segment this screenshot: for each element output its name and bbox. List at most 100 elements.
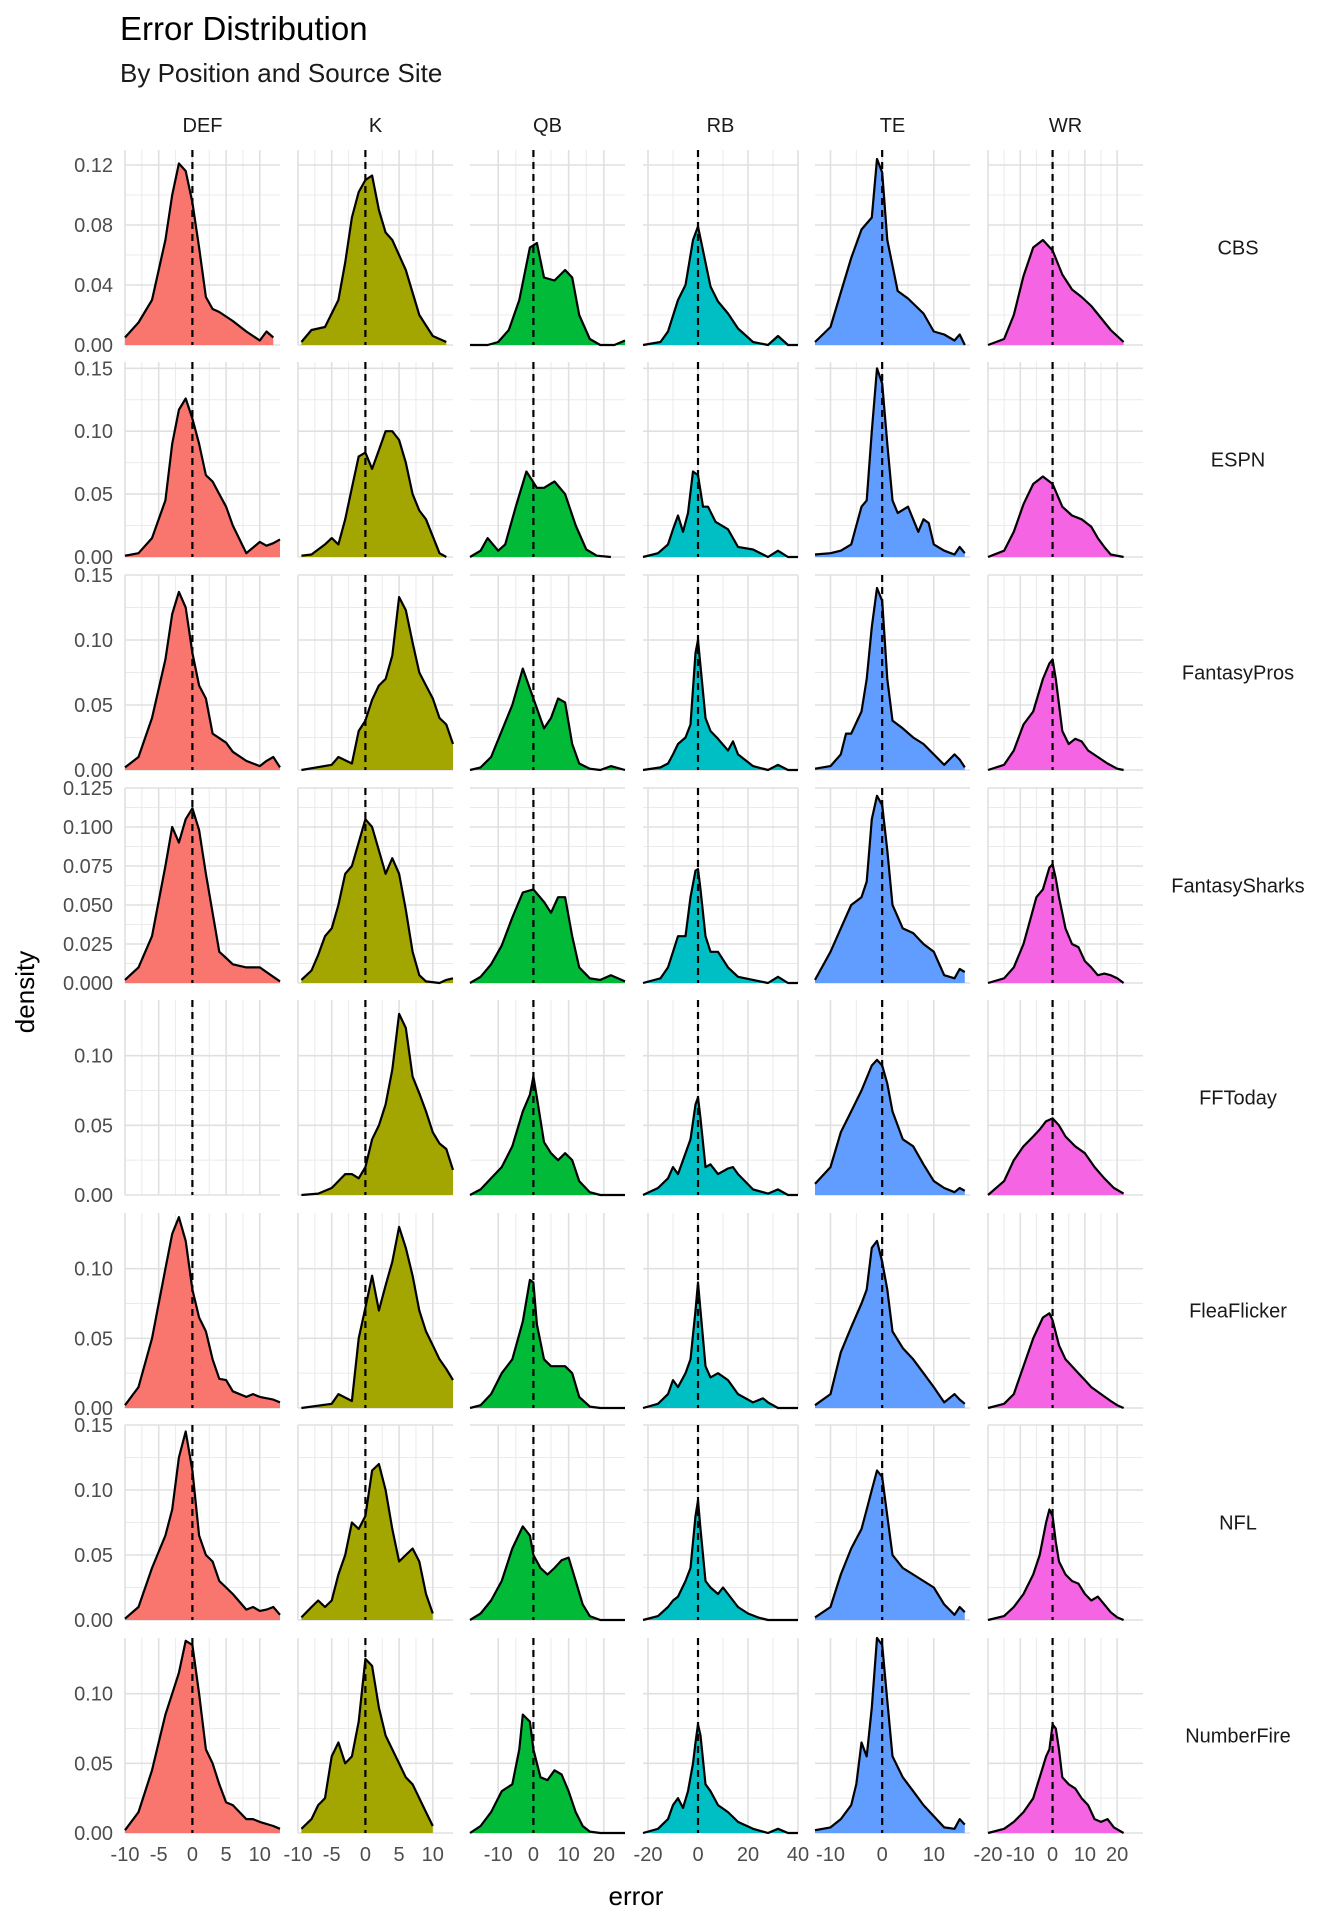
x-tick-label: 0 [692,1844,703,1866]
x-tick-label: 5 [394,1844,405,1866]
density-area-NFL-TE [815,1470,965,1620]
chart-title: Error Distribution [120,10,368,47]
y-tick-label: 0.00 [74,760,113,782]
x-tick-label: -10 [484,1844,513,1866]
density-area-FantasyPros-K [301,597,453,770]
x-tick-label: 20 [1106,1844,1128,1866]
density-line-CBS-DEF [124,162,275,342]
y-tick-label: 0.15 [74,358,113,380]
density-line-FantasySharks-WR [987,863,1125,985]
x-tick-label: 10 [923,1844,945,1866]
x-tick-label: 10 [422,1844,444,1866]
density-area-FFToday-WR [988,1118,1124,1195]
x-tick-label: -10 [111,1844,140,1866]
density-area-NFL-K [301,1464,433,1620]
facet-strip-QB: QB [533,115,562,137]
density-line-FleaFlicker-RB [642,1281,798,1410]
x-tick-label: 0 [877,1844,888,1866]
density-area-FantasyPros-TE [815,588,965,770]
facet-strip-RB: RB [707,115,735,137]
y-tick-label: 0.00 [74,1610,113,1632]
panel-NFL-DEF: 0.00 0.05 0.10 0.15 [74,1415,281,1632]
panel-FleaFlicker-TE [814,1213,970,1409]
density-line-NFL-WR [987,1508,1125,1622]
density-area-FantasySharks-RB [643,869,798,983]
density-line-FantasyPros-DEF [124,590,281,769]
panel-CBS-QB: QB [470,115,626,347]
density-area-FFToday-RB [643,1097,798,1195]
density-line-FFToday-QB [469,1075,625,1197]
y-tick-label: 0.025 [63,934,113,956]
density-area-NumberFire-WR [988,1724,1124,1833]
panel-NumberFire-RB: -20 0 20 40 [634,1638,809,1866]
density-area-NumberFire-QB [470,1714,625,1833]
panel-NFL-QB [469,1424,625,1622]
y-tick-label: 0.04 [74,275,113,297]
density-line-FleaFlicker-WR [987,1312,1125,1410]
density-line-CBS-QB [470,241,626,347]
density-area-FFToday-K [301,1013,453,1195]
density-line-NFL-DEF [124,1430,281,1620]
density-line-CBS-K [300,174,447,344]
facet-strip-FantasySharks: FantasySharks [1171,876,1304,898]
x-tick-label: 0 [1047,1844,1058,1866]
density-line-NFL-K [300,1462,434,1619]
panel-ESPN-K [297,362,453,558]
x-tick-label: 20 [593,1844,615,1866]
density-line-FleaFlicker-QB [469,1278,625,1410]
x-tick-label: -20 [634,1844,663,1866]
panel-NumberFire-K: -10 -5 0 5 10 [284,1638,453,1866]
density-line-NFL-QB [469,1525,625,1622]
x-axis-label: error [609,1881,664,1911]
panel-FantasySharks-DEF: 0.000 0.025 0.050 0.075 0.100 0.125 [63,778,281,995]
density-line-NumberFire-WR [987,1723,1125,1835]
panel-FleaFlicker-QB [469,1213,625,1410]
density-area-CBS-QB [470,243,625,345]
density-line-ESPN-QB [469,470,612,559]
density-area-ESPN-K [301,431,447,557]
y-tick-label: 0.05 [74,1328,113,1350]
panel-NumberFire-TE: -10 0 10 [814,1636,970,1866]
panel-FantasySharks-RB [642,787,799,985]
y-tick-label: 0.05 [74,1115,113,1137]
y-tick-label: 0.05 [74,1545,113,1567]
y-tick-label: 0.125 [63,778,113,800]
panel-FantasyPros-K [297,574,455,772]
density-area-FleaFlicker-RB [643,1282,798,1408]
panel-NFL-TE [814,1424,970,1621]
y-tick-label: 0.000 [63,973,113,995]
density-line-FantasySharks-QB [469,888,626,984]
density-area-FantasySharks-DEF [125,808,280,983]
density-line-FantasyPros-RB [642,638,798,772]
panel-FFToday-TE [814,1000,970,1196]
y-tick-label: 0.10 [74,421,113,443]
density-line-NumberFire-TE [814,1636,966,1832]
density-line-ESPN-TE [814,367,966,556]
density-area-FantasySharks-TE [815,795,965,983]
panel-FantasyPros-WR [987,574,1143,772]
x-tick-label: 10 [1074,1844,1096,1866]
density-line-NFL-RB [642,1499,798,1622]
panel-ESPN-DEF: 0.00 0.05 0.10 0.15 [74,358,281,569]
chart-subtitle: By Position and Source Site [120,58,442,88]
panel-FleaFlicker-WR [987,1213,1143,1410]
panel-FleaFlicker-DEF: 0.00 0.05 0.10 [74,1213,281,1420]
density-line-FantasySharks-TE [814,794,966,981]
density-line-ESPN-RB [642,470,798,559]
y-tick-label: 0.10 [74,1046,113,1068]
density-area-NumberFire-K [301,1658,433,1833]
density-line-CBS-RB [642,225,798,347]
density-area-NFL-WR [988,1509,1124,1620]
x-tick-label: 0 [187,1844,198,1866]
panel-FantasyPros-TE [814,574,970,771]
panel-ESPN-TE [814,362,970,558]
x-tick-label: -5 [323,1844,341,1866]
density-area-FleaFlicker-WR [988,1313,1124,1408]
panel-FantasySharks-QB [469,787,626,984]
density-area-FleaFlicker-TE [815,1240,965,1408]
density-area-NFL-RB [643,1500,798,1620]
x-tick-label: 40 [787,1844,809,1866]
panel-FFToday-DEF: 0.00 0.05 0.10 [74,1000,280,1207]
